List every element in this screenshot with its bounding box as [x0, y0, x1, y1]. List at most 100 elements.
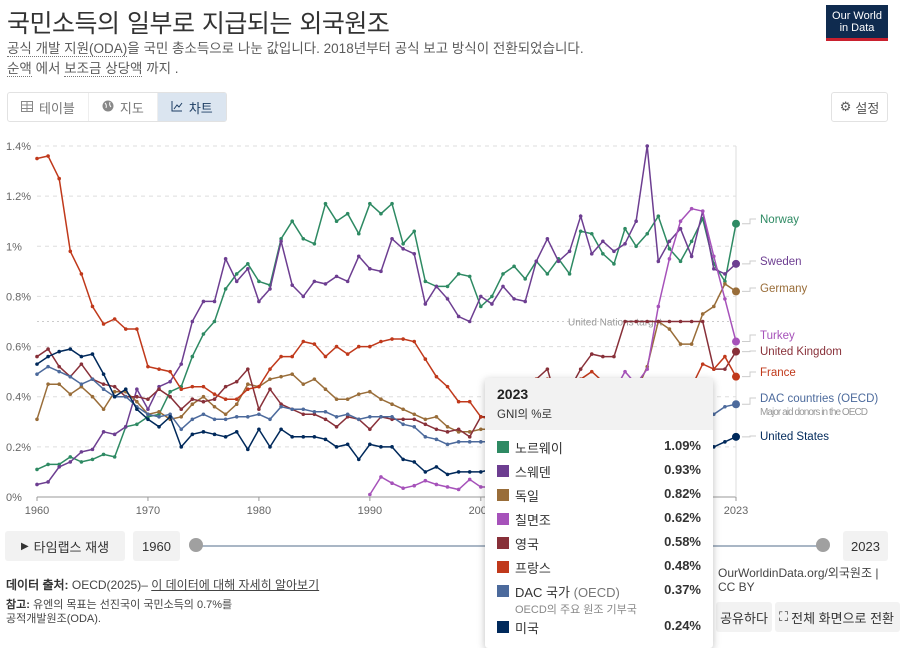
data-point	[279, 239, 283, 244]
tooltip-row: 칠면조 0.62%	[485, 510, 713, 534]
data-point	[700, 319, 705, 324]
x-tick-label: 2023	[724, 505, 748, 517]
data-point	[467, 440, 472, 444]
play-timelapse-button[interactable]: ▶ 타임랩스 재생	[5, 531, 125, 561]
data-point	[201, 430, 206, 434]
learn-more-link[interactable]: 이 데이터에 대해 자세히 알아보기	[151, 578, 320, 592]
series-label[interactable]: United States	[760, 431, 829, 443]
series-label[interactable]: Turkey	[760, 330, 795, 342]
series-label[interactable]: Germany	[760, 283, 808, 295]
tooltip-value: 0.48%	[664, 558, 701, 573]
series-label[interactable]: DAC countries (OECD)	[760, 393, 878, 405]
data-point	[146, 407, 150, 412]
data-point	[379, 445, 383, 449]
label-connector	[742, 371, 756, 378]
series-label[interactable]: France	[760, 367, 796, 379]
grant-equivalent-link[interactable]: 보조금 상당액	[64, 61, 143, 77]
data-point	[135, 387, 139, 391]
data-point	[712, 267, 716, 271]
data-point	[223, 397, 228, 402]
data-point	[68, 374, 73, 379]
data-point	[334, 445, 339, 449]
data-point	[234, 402, 239, 407]
data-point	[445, 284, 450, 289]
end-handle[interactable]	[816, 538, 830, 552]
data-point	[246, 382, 250, 386]
data-point	[401, 246, 405, 251]
data-point	[723, 404, 727, 409]
data-point	[379, 397, 383, 402]
data-point	[46, 480, 50, 484]
legend-swatch	[497, 441, 509, 453]
license-url[interactable]: OurWorldinData.org/외국원조 | CC BY	[718, 566, 879, 594]
fullscreen-button[interactable]: ⛶ 전체 화면으로 전환	[775, 602, 900, 632]
data-point	[601, 252, 605, 256]
data-point	[168, 379, 172, 384]
data-point	[123, 394, 128, 399]
data-point	[412, 417, 417, 422]
data-point	[57, 382, 61, 386]
data-point	[401, 337, 405, 341]
data-point	[123, 387, 128, 391]
data-point	[323, 409, 328, 414]
data-point	[732, 337, 740, 346]
data-point	[390, 481, 394, 486]
series-line-united-kingdom[interactable]	[36, 320, 737, 438]
y-tick-label: 0.4%	[6, 392, 31, 404]
series-label[interactable]: United Kingdom	[760, 346, 842, 358]
data-point	[401, 457, 405, 462]
tab-label: 지도	[119, 100, 144, 116]
note: 참고: 유엔의 목표는 선진국이 국민소득의 0.7%를 공적개발원조(ODA)…	[6, 598, 232, 626]
series-line-sweden[interactable]	[36, 145, 737, 486]
tooltip-value: 0.24%	[664, 618, 701, 633]
data-point	[257, 427, 261, 432]
net-link[interactable]: 순액	[7, 61, 32, 77]
series-label[interactable]: Sweden	[760, 256, 802, 268]
data-point	[35, 482, 39, 487]
data-point	[179, 445, 184, 449]
tab-map[interactable]: 지도	[89, 93, 158, 121]
tab-chart[interactable]: 차트	[157, 93, 226, 121]
data-point	[545, 236, 550, 241]
data-point	[46, 364, 50, 369]
data-point	[445, 425, 450, 429]
data-point	[401, 407, 405, 412]
data-point	[279, 404, 283, 409]
data-point	[334, 219, 339, 224]
oda-link[interactable]: 공식 개발 지원(ODA)	[7, 41, 128, 57]
data-point	[356, 254, 361, 259]
data-point	[323, 417, 328, 422]
data-point	[490, 294, 494, 299]
share-button[interactable]: 공유하다	[716, 602, 772, 632]
data-point	[35, 467, 39, 472]
data-point	[290, 372, 294, 376]
data-point	[434, 374, 439, 379]
data-point	[323, 437, 328, 442]
data-point	[689, 254, 694, 259]
data-point	[157, 412, 161, 417]
globe-icon	[102, 100, 114, 115]
data-point	[434, 482, 439, 487]
data-point	[279, 427, 283, 432]
settings-button[interactable]: ⚙ 설정	[831, 92, 888, 122]
tab-table[interactable]: 테이블	[8, 93, 89, 121]
data-point	[268, 445, 272, 449]
data-point	[212, 397, 217, 402]
end-year-button[interactable]: 2023	[843, 531, 888, 561]
data-point	[390, 337, 394, 341]
data-point	[234, 397, 239, 402]
data-point	[212, 404, 217, 409]
data-point	[345, 412, 350, 417]
data-point	[246, 367, 250, 371]
start-year-button[interactable]: 1960	[133, 531, 180, 561]
series-label[interactable]: Norway	[760, 214, 799, 226]
data-point	[656, 304, 661, 309]
owid-logo[interactable]: Our World in Data	[826, 5, 888, 41]
data-point	[279, 354, 283, 359]
settings-label: 설정	[855, 100, 880, 116]
data-point	[434, 427, 439, 432]
start-handle[interactable]	[189, 538, 203, 552]
data-point	[290, 407, 294, 412]
tab-label: 차트	[188, 100, 213, 116]
series-name: 프랑스	[515, 561, 551, 576]
